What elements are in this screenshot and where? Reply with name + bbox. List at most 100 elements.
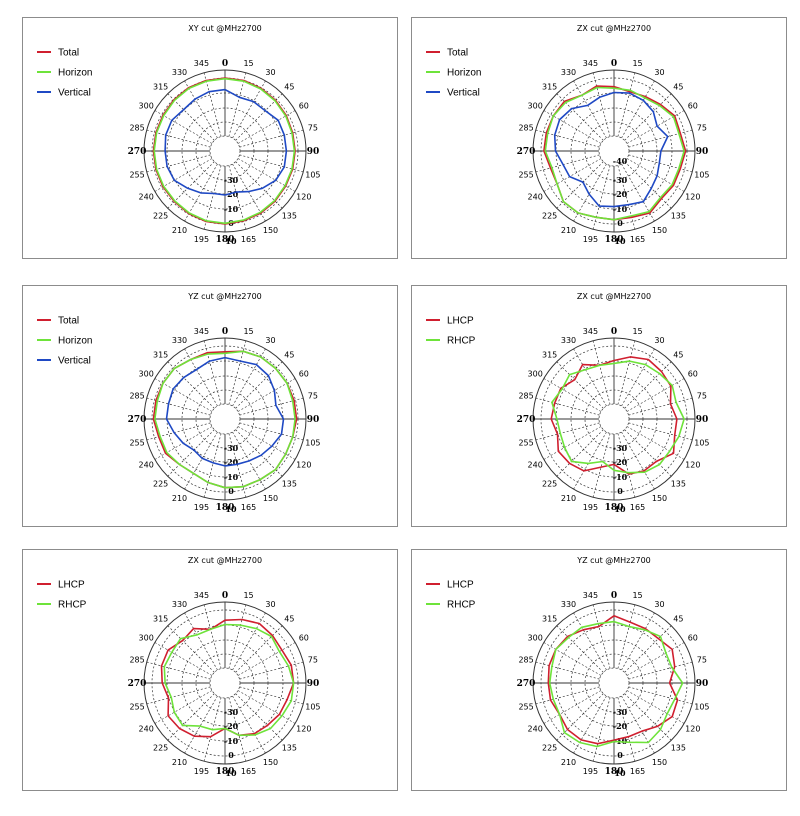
grid-spoke bbox=[617, 433, 636, 498]
grid-spoke bbox=[543, 690, 602, 724]
angle-tick-label: 135 bbox=[282, 211, 297, 220]
angle-tick-label: 255 bbox=[129, 171, 144, 180]
grid-spoke bbox=[203, 72, 222, 137]
series-line-rhcp bbox=[163, 623, 295, 737]
angle-tick-label: 165 bbox=[241, 503, 256, 512]
grid-spoke bbox=[535, 129, 600, 148]
angle-tick-label: 30 bbox=[654, 336, 664, 345]
grid-spoke bbox=[237, 110, 296, 144]
grid-spoke bbox=[184, 348, 218, 407]
grid-spoke bbox=[232, 80, 266, 139]
angle-tick-label: 180 bbox=[216, 767, 235, 777]
angle-tick-label: 300 bbox=[139, 102, 154, 111]
angle-tick-label: 60 bbox=[299, 102, 309, 111]
grid-spoke bbox=[235, 361, 283, 409]
grid-spoke bbox=[543, 642, 602, 676]
angle-tick-label: 165 bbox=[241, 235, 256, 244]
angle-tick-label: 0 bbox=[222, 591, 228, 601]
grid-spoke bbox=[235, 93, 283, 141]
angle-tick-label: 240 bbox=[528, 193, 543, 202]
angle-tick-label: 0 bbox=[611, 327, 617, 337]
grid-spoke bbox=[239, 422, 304, 441]
radial-tick-label: -10 bbox=[613, 736, 628, 746]
angle-tick-label: 60 bbox=[299, 634, 309, 643]
angle-tick-label: 285 bbox=[518, 391, 533, 400]
angle-tick-label: 30 bbox=[654, 68, 664, 77]
grid-spoke bbox=[167, 429, 215, 477]
angle-tick-label: 150 bbox=[263, 758, 278, 767]
grid-spoke bbox=[624, 693, 672, 741]
angle-tick-label: 240 bbox=[139, 193, 154, 202]
series-line-lhcp bbox=[160, 618, 295, 738]
grid-spoke bbox=[154, 158, 213, 192]
series-line-vertical bbox=[164, 88, 288, 196]
grid-spoke bbox=[621, 431, 655, 490]
polar-chart-svg: YZ cut @MHz2700 0 15 30 45 60 75 90 105 120 135 150… bbox=[37, 292, 321, 514]
radial-tick-label: 10 bbox=[614, 504, 626, 514]
chart-title: YZ cut @MHz2700 bbox=[187, 292, 262, 301]
angle-tick-label: 105 bbox=[305, 439, 320, 448]
chart-panel-zx-cp-a: ZX cut @MHz2700 0 15 30 45 60 75 90 105 120 135 150… bbox=[411, 285, 787, 527]
grid-spoke bbox=[237, 690, 296, 724]
grid-spoke bbox=[146, 661, 211, 680]
chart-title: ZX cut @MHz2700 bbox=[577, 292, 651, 301]
angle-tick-label: 135 bbox=[671, 211, 686, 220]
grid-spoke bbox=[573, 695, 607, 754]
grid-spoke bbox=[556, 93, 604, 141]
grid-spoke bbox=[592, 604, 611, 669]
polar-chart-svg: ZX cut @MHz2700 0 15 30 45 60 75 90 105 120 135 150… bbox=[426, 24, 710, 246]
angle-tick-label: 330 bbox=[172, 600, 187, 609]
grid-spoke bbox=[626, 158, 685, 192]
radial-tick-label: 0 bbox=[617, 218, 623, 228]
angle-tick-label: 45 bbox=[673, 351, 683, 360]
grid-spoke bbox=[626, 426, 685, 460]
grid-spoke bbox=[617, 72, 636, 137]
angle-tick-label: 285 bbox=[129, 655, 144, 664]
grid-spoke bbox=[617, 697, 636, 762]
angle-tick-label: 255 bbox=[518, 439, 533, 448]
grid-spoke bbox=[543, 378, 602, 412]
grid-spoke bbox=[237, 426, 296, 460]
radial-tick-label: -20 bbox=[224, 457, 239, 467]
angle-tick-label: 75 bbox=[697, 391, 707, 400]
grid-spoke bbox=[235, 625, 283, 673]
angle-tick-label: 60 bbox=[688, 370, 698, 379]
angle-tick-label: 330 bbox=[561, 336, 576, 345]
angle-tick-label: 75 bbox=[308, 391, 318, 400]
angle-tick-label: 0 bbox=[611, 591, 617, 601]
radial-tick-label: -10 bbox=[224, 472, 239, 482]
angle-tick-label: 75 bbox=[308, 123, 318, 132]
radial-tick-label: 10 bbox=[614, 236, 626, 246]
angle-tick-label: 345 bbox=[194, 591, 209, 600]
grid-spoke bbox=[573, 163, 607, 222]
grid-spoke bbox=[624, 625, 672, 673]
grid-spoke bbox=[184, 431, 218, 490]
angle-tick-label: 240 bbox=[528, 725, 543, 734]
angle-tick-label: 195 bbox=[583, 503, 598, 512]
angle-tick-label: 165 bbox=[241, 767, 256, 776]
series-line-horizon bbox=[154, 350, 296, 489]
grid-spoke bbox=[237, 378, 296, 412]
angle-tick-label: 60 bbox=[688, 102, 698, 111]
angle-tick-label: 30 bbox=[654, 600, 664, 609]
grid-spoke bbox=[626, 642, 685, 676]
angle-tick-label: 210 bbox=[172, 226, 187, 235]
radial-tick-label: -40 bbox=[613, 156, 628, 166]
grid-spoke bbox=[621, 163, 655, 222]
grid-spoke bbox=[167, 625, 215, 673]
angle-tick-label: 165 bbox=[630, 235, 645, 244]
angle-tick-label: 15 bbox=[243, 59, 253, 68]
grid-spoke bbox=[626, 378, 685, 412]
angle-tick-label: 180 bbox=[216, 503, 235, 513]
series-line-vertical bbox=[553, 91, 669, 208]
angle-tick-label: 15 bbox=[632, 327, 642, 336]
radial-tick-label: 10 bbox=[614, 768, 626, 778]
grid-ring bbox=[209, 135, 241, 167]
grid-spoke bbox=[624, 361, 672, 409]
grid-spoke bbox=[228, 165, 247, 230]
grid-spoke bbox=[628, 154, 693, 173]
angle-tick-label: 90 bbox=[307, 147, 320, 157]
grid-spoke bbox=[573, 612, 607, 671]
chart-panel-zx-cp-b: ZX cut @MHz2700 0 15 30 45 60 75 90 105 120 135 150… bbox=[22, 549, 398, 791]
grid-spoke bbox=[592, 340, 611, 405]
